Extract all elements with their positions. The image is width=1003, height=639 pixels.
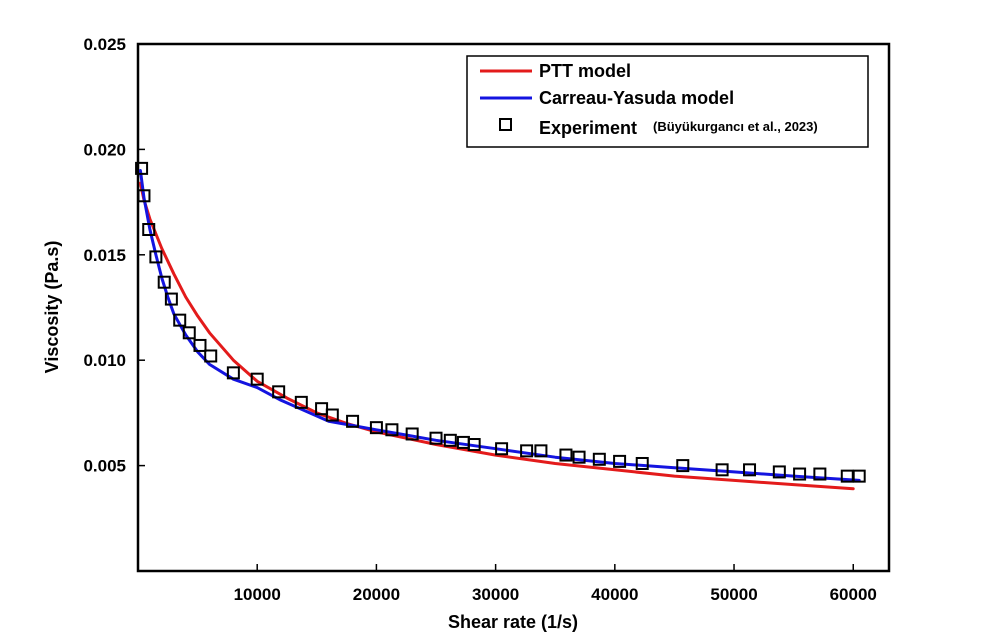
legend: PTT model Carreau-Yasuda model Experimen… bbox=[466, 55, 869, 148]
x-tick-label: 40000 bbox=[591, 585, 638, 604]
x-axis-title: Shear rate (1/s) bbox=[448, 612, 578, 632]
series-layer bbox=[135, 161, 866, 491]
x-tick-label: 60000 bbox=[830, 585, 877, 604]
y-axis-title: Viscosity (Pa.s) bbox=[42, 241, 62, 374]
experiment-marker bbox=[772, 465, 786, 479]
experiment-marker bbox=[204, 349, 218, 363]
experiment-marker bbox=[429, 431, 443, 445]
experiment-marker bbox=[250, 372, 264, 386]
experiment-marker bbox=[852, 469, 866, 483]
experiment-marker bbox=[149, 250, 163, 264]
experiment-marker bbox=[294, 395, 308, 409]
experiment-marker bbox=[135, 161, 149, 175]
legend-citation: (Büyükurgancı et al., 2023) bbox=[653, 119, 818, 134]
legend-box bbox=[466, 55, 869, 148]
x-tick-label: 20000 bbox=[353, 585, 400, 604]
experiment-marker bbox=[164, 292, 178, 306]
experiment-marker bbox=[559, 448, 573, 462]
experiment-marker bbox=[182, 326, 196, 340]
experiment-marker bbox=[405, 427, 419, 441]
x-tick-label: 30000 bbox=[472, 585, 519, 604]
axis-ticks: 10000 20000 30000 40000 50000 60000 0.005 0.010… bbox=[83, 35, 876, 604]
y-tick-label: 0.025 bbox=[83, 35, 126, 54]
experiment-marker bbox=[635, 456, 649, 470]
experiment-marker bbox=[793, 467, 807, 481]
experiment-marker bbox=[613, 454, 627, 468]
y-tick-label: 0.005 bbox=[83, 457, 126, 476]
experiment-marker bbox=[520, 444, 534, 458]
experiment-marker bbox=[443, 433, 457, 447]
y-tick-label: 0.020 bbox=[83, 140, 126, 159]
x-tick-label: 50000 bbox=[710, 585, 757, 604]
experiment-marker bbox=[272, 385, 286, 399]
experiment-marker bbox=[226, 366, 240, 380]
experiment-marker bbox=[495, 442, 509, 456]
experiment-marker bbox=[137, 189, 151, 203]
legend-label-carreau-yasuda: Carreau-Yasuda model bbox=[539, 88, 734, 108]
experiment-marker bbox=[325, 408, 339, 422]
x-tick-label: 10000 bbox=[234, 585, 281, 604]
experiment-marker bbox=[813, 467, 827, 481]
experiment-marker bbox=[534, 444, 548, 458]
experiment-marker bbox=[715, 463, 729, 477]
experiment-marker bbox=[572, 450, 586, 464]
legend-swatch-experiment bbox=[499, 118, 512, 131]
experiment-marker bbox=[592, 452, 606, 466]
experiment-marker bbox=[173, 313, 187, 327]
experiment-marker bbox=[743, 463, 757, 477]
experiment-marker bbox=[142, 223, 156, 237]
experiment-marker bbox=[369, 421, 383, 435]
experiment-marker bbox=[467, 438, 481, 452]
y-tick-label: 0.010 bbox=[83, 351, 126, 370]
y-tick-label: 0.015 bbox=[83, 246, 126, 265]
experiment-marker bbox=[676, 459, 690, 473]
legend-label-experiment: Experiment bbox=[539, 118, 637, 138]
experiment-marker bbox=[346, 414, 360, 428]
experiment-marker bbox=[193, 338, 207, 352]
legend-label-ptt: PTT model bbox=[539, 61, 631, 81]
experiment-marker bbox=[157, 275, 171, 289]
experiment-marker bbox=[385, 423, 399, 437]
